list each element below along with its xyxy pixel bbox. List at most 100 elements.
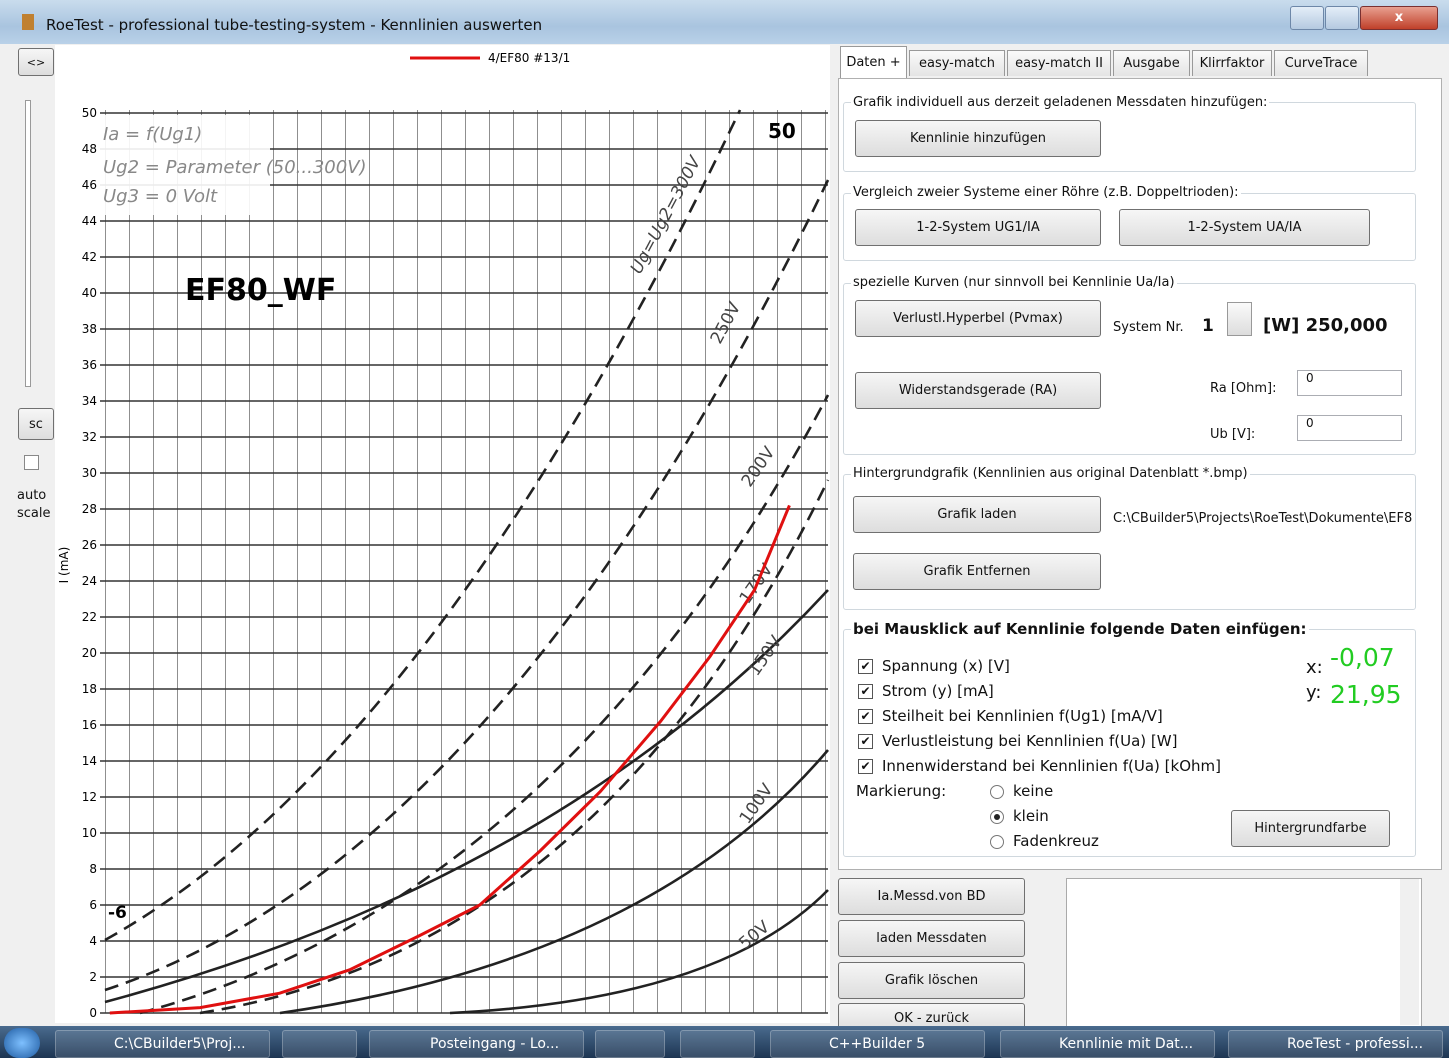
ub-input[interactable]: 0 [1297,415,1402,441]
memo-box[interactable] [1066,878,1422,1028]
y-tick-label: 12 [82,790,97,804]
radio[interactable] [990,810,1004,824]
y-tick-label: 32 [82,430,97,444]
ra-label: Ra [Ohm]: [1210,381,1277,396]
y-tick-label: 38 [82,322,97,336]
button[interactable]: Kennlinie hinzufügen [855,120,1101,157]
annotation: Ug2 = Parameter (50...300V) [103,157,367,178]
ub-label: Ub [V]: [1210,427,1255,442]
y-axis-label: I (mA) [57,547,71,584]
scan-grid [105,110,828,1013]
system-label: System Nr. [1113,320,1184,335]
radio-label: Fadenkreuz [1013,832,1099,850]
y-tick-label: 6 [89,898,97,912]
y-tick-label: 24 [82,574,97,588]
y-tick-label: 8 [89,862,97,876]
chart: Ia = f(Ug1) Ug2 = Parameter (50...300V) … [0,0,838,1025]
y-tick-label: 28 [82,502,97,516]
checkbox-label: Steilheit bei Kennlinien f(Ug1) [mA/V] [882,707,1163,725]
button[interactable]: 1-2-System UA/IA [1119,209,1370,246]
y-value: 21,95 [1330,680,1402,709]
legend-label: 4/EF80 #13/1 [488,51,570,65]
taskbar-item[interactable]: RoeTest - professi... [1228,1030,1443,1058]
button[interactable]: Grafik löschen [838,962,1025,999]
taskbar-item[interactable]: C:\CBuilder5\Proj... [55,1030,270,1058]
window: RoeTest - professional tube-testing-syst… [0,0,1449,1058]
tab[interactable]: Ausgabe [1113,50,1190,76]
taskbar-item[interactable]: Kennlinie mit Dat... [1000,1030,1215,1058]
minimize-button[interactable] [1290,6,1324,30]
checkbox[interactable]: ✔ [858,734,873,749]
annotation: Ia = f(Ug1) [103,124,202,145]
close-button[interactable]: x [1360,6,1438,30]
y-tick-label: 18 [82,682,97,696]
radio[interactable] [990,785,1004,799]
y-tick-label: 46 [82,178,97,192]
radio[interactable] [990,835,1004,849]
group-title: Grafik individuell aus derzeit geladenen… [851,95,1269,110]
y-label: y: [1306,682,1321,703]
button[interactable]: Verlustl.Hyperbel (Pvmax) [855,300,1101,337]
group-title: Hintergrundgrafik (Kennlinien aus origin… [851,466,1250,481]
y-tick-label: 20 [82,646,97,660]
marking-label: Markierung: [856,782,946,800]
taskbar-item[interactable] [680,1030,755,1058]
checkbox-label: Verlustleistung bei Kennlinien f(Ua) [W] [882,732,1177,750]
button[interactable]: Grafik laden [853,496,1101,533]
scrollbar[interactable] [1400,879,1419,1025]
tab[interactable]: Daten + [840,46,907,78]
group-title: Vergleich zweier Systeme einer Röhre (z.… [851,185,1241,200]
maximize-button[interactable] [1325,6,1359,30]
y-tick-label: 44 [82,214,97,228]
button[interactable]: laden Messdaten [838,920,1025,957]
taskbar-item[interactable] [282,1030,357,1058]
start-button[interactable] [4,1028,40,1058]
y-tick-label: 30 [82,466,97,480]
x-label: x: [1306,657,1323,678]
checkbox-label: Spannung (x) [V] [882,657,1010,675]
checkbox[interactable]: ✔ [858,684,873,699]
button[interactable]: Hintergrundfarbe [1231,810,1390,847]
checkbox[interactable]: ✔ [858,759,873,774]
annotation: 50 [768,119,796,143]
taskbar-item[interactable]: Posteingang - Lo... [369,1030,584,1058]
power-value: [W] 250,000 [1263,315,1388,336]
x-value: -0,07 [1330,643,1395,672]
page: RoeTest {"window": {"title": "RoeTest - … [0,0,1449,1058]
taskbar-item[interactable] [595,1030,665,1058]
y-tick-label: 22 [82,610,97,624]
annotation: Ug3 = 0 Volt [103,186,218,207]
spinner[interactable] [1227,302,1252,336]
y-tick-label: 40 [82,286,97,300]
y-tick-label: 36 [82,358,97,372]
checkbox[interactable]: ✔ [858,709,873,724]
y-tick-label: 26 [82,538,97,552]
tab[interactable]: easy-match II [1007,50,1111,76]
button[interactable]: 1-2-System UG1/IA [855,209,1101,246]
ra-input[interactable]: 0 [1297,370,1402,396]
tab[interactable]: Klirrfaktor [1192,50,1272,76]
y-tick-label: 14 [82,754,97,768]
annotation: EF80_WF [185,273,336,308]
button[interactable]: Grafik Entfernen [853,553,1101,590]
y-tick-label: 10 [82,826,97,840]
taskbar-item[interactable]: C++Builder 5 [770,1030,985,1058]
radio-label: keine [1013,782,1053,800]
system-value: 1 [1202,316,1214,336]
tab[interactable]: CurveTrace [1274,50,1368,76]
checkbox-label: Innenwiderstand bei Kennlinien f(Ua) [kO… [882,757,1221,775]
y-tick-label: 4 [89,934,97,948]
y-tick-label: 34 [82,394,97,408]
radio-label: klein [1013,807,1049,825]
checkbox[interactable]: ✔ [858,659,873,674]
y-tick-label: 50 [82,106,97,120]
y-tick-label: 0 [89,1006,97,1020]
button[interactable]: Widerstandsgerade (RA) [855,372,1101,409]
tab[interactable]: easy-match [909,50,1005,76]
y-tick-label: 42 [82,250,97,264]
group-title: bei Mausklick auf Kennlinie folgende Dat… [851,620,1309,638]
button[interactable]: Ia.Messd.von BD [838,878,1025,915]
y-tick-label: 16 [82,718,97,732]
group-title: spezielle Kurven (nur sinnvoll bei Kennl… [851,275,1177,290]
y-tick-label: 2 [89,970,97,984]
